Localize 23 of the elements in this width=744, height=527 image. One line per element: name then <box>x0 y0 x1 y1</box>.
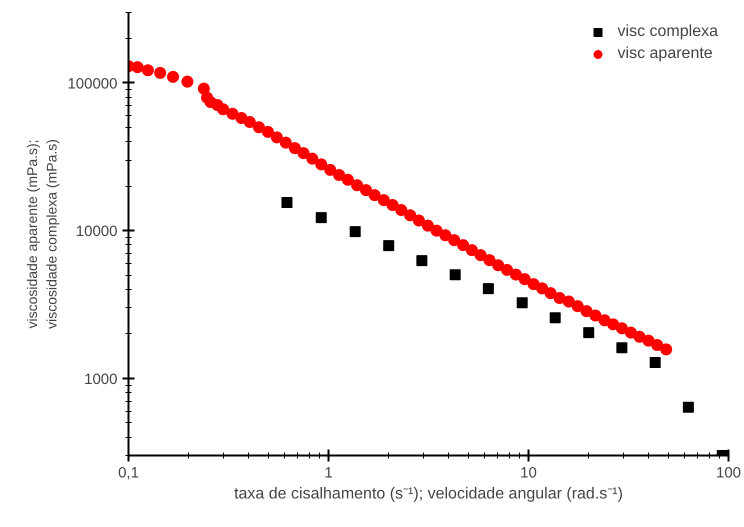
legend-label: visc complexa <box>618 23 718 41</box>
y-tick-label: 100000 <box>67 75 118 92</box>
y-axis-title: viscosidade aparente (mPa.s); viscosidade complexa (mPa.s) <box>24 139 60 329</box>
point <box>482 283 494 294</box>
point <box>550 312 561 324</box>
point <box>316 212 327 224</box>
point <box>416 255 428 266</box>
point <box>682 402 694 413</box>
y-tick-label: 1000 <box>84 370 118 388</box>
point <box>516 297 528 308</box>
point <box>383 240 394 252</box>
x-tick-label: 10 <box>520 464 537 482</box>
x-tick-label: 1 <box>324 464 333 482</box>
legend-label: visc aparente <box>618 45 713 63</box>
x-tick-label: 0,1 <box>118 464 139 482</box>
x-axis-title: taxa de cisalhamento (s⁻¹); velocidade angular (rad.s⁻¹) <box>234 486 623 502</box>
point <box>616 342 628 354</box>
point <box>583 327 594 338</box>
point <box>350 226 361 238</box>
point <box>450 269 461 280</box>
x-tick-label: 100 <box>716 464 742 482</box>
y-tick-label: 10000 <box>76 223 118 240</box>
point <box>650 356 661 368</box>
